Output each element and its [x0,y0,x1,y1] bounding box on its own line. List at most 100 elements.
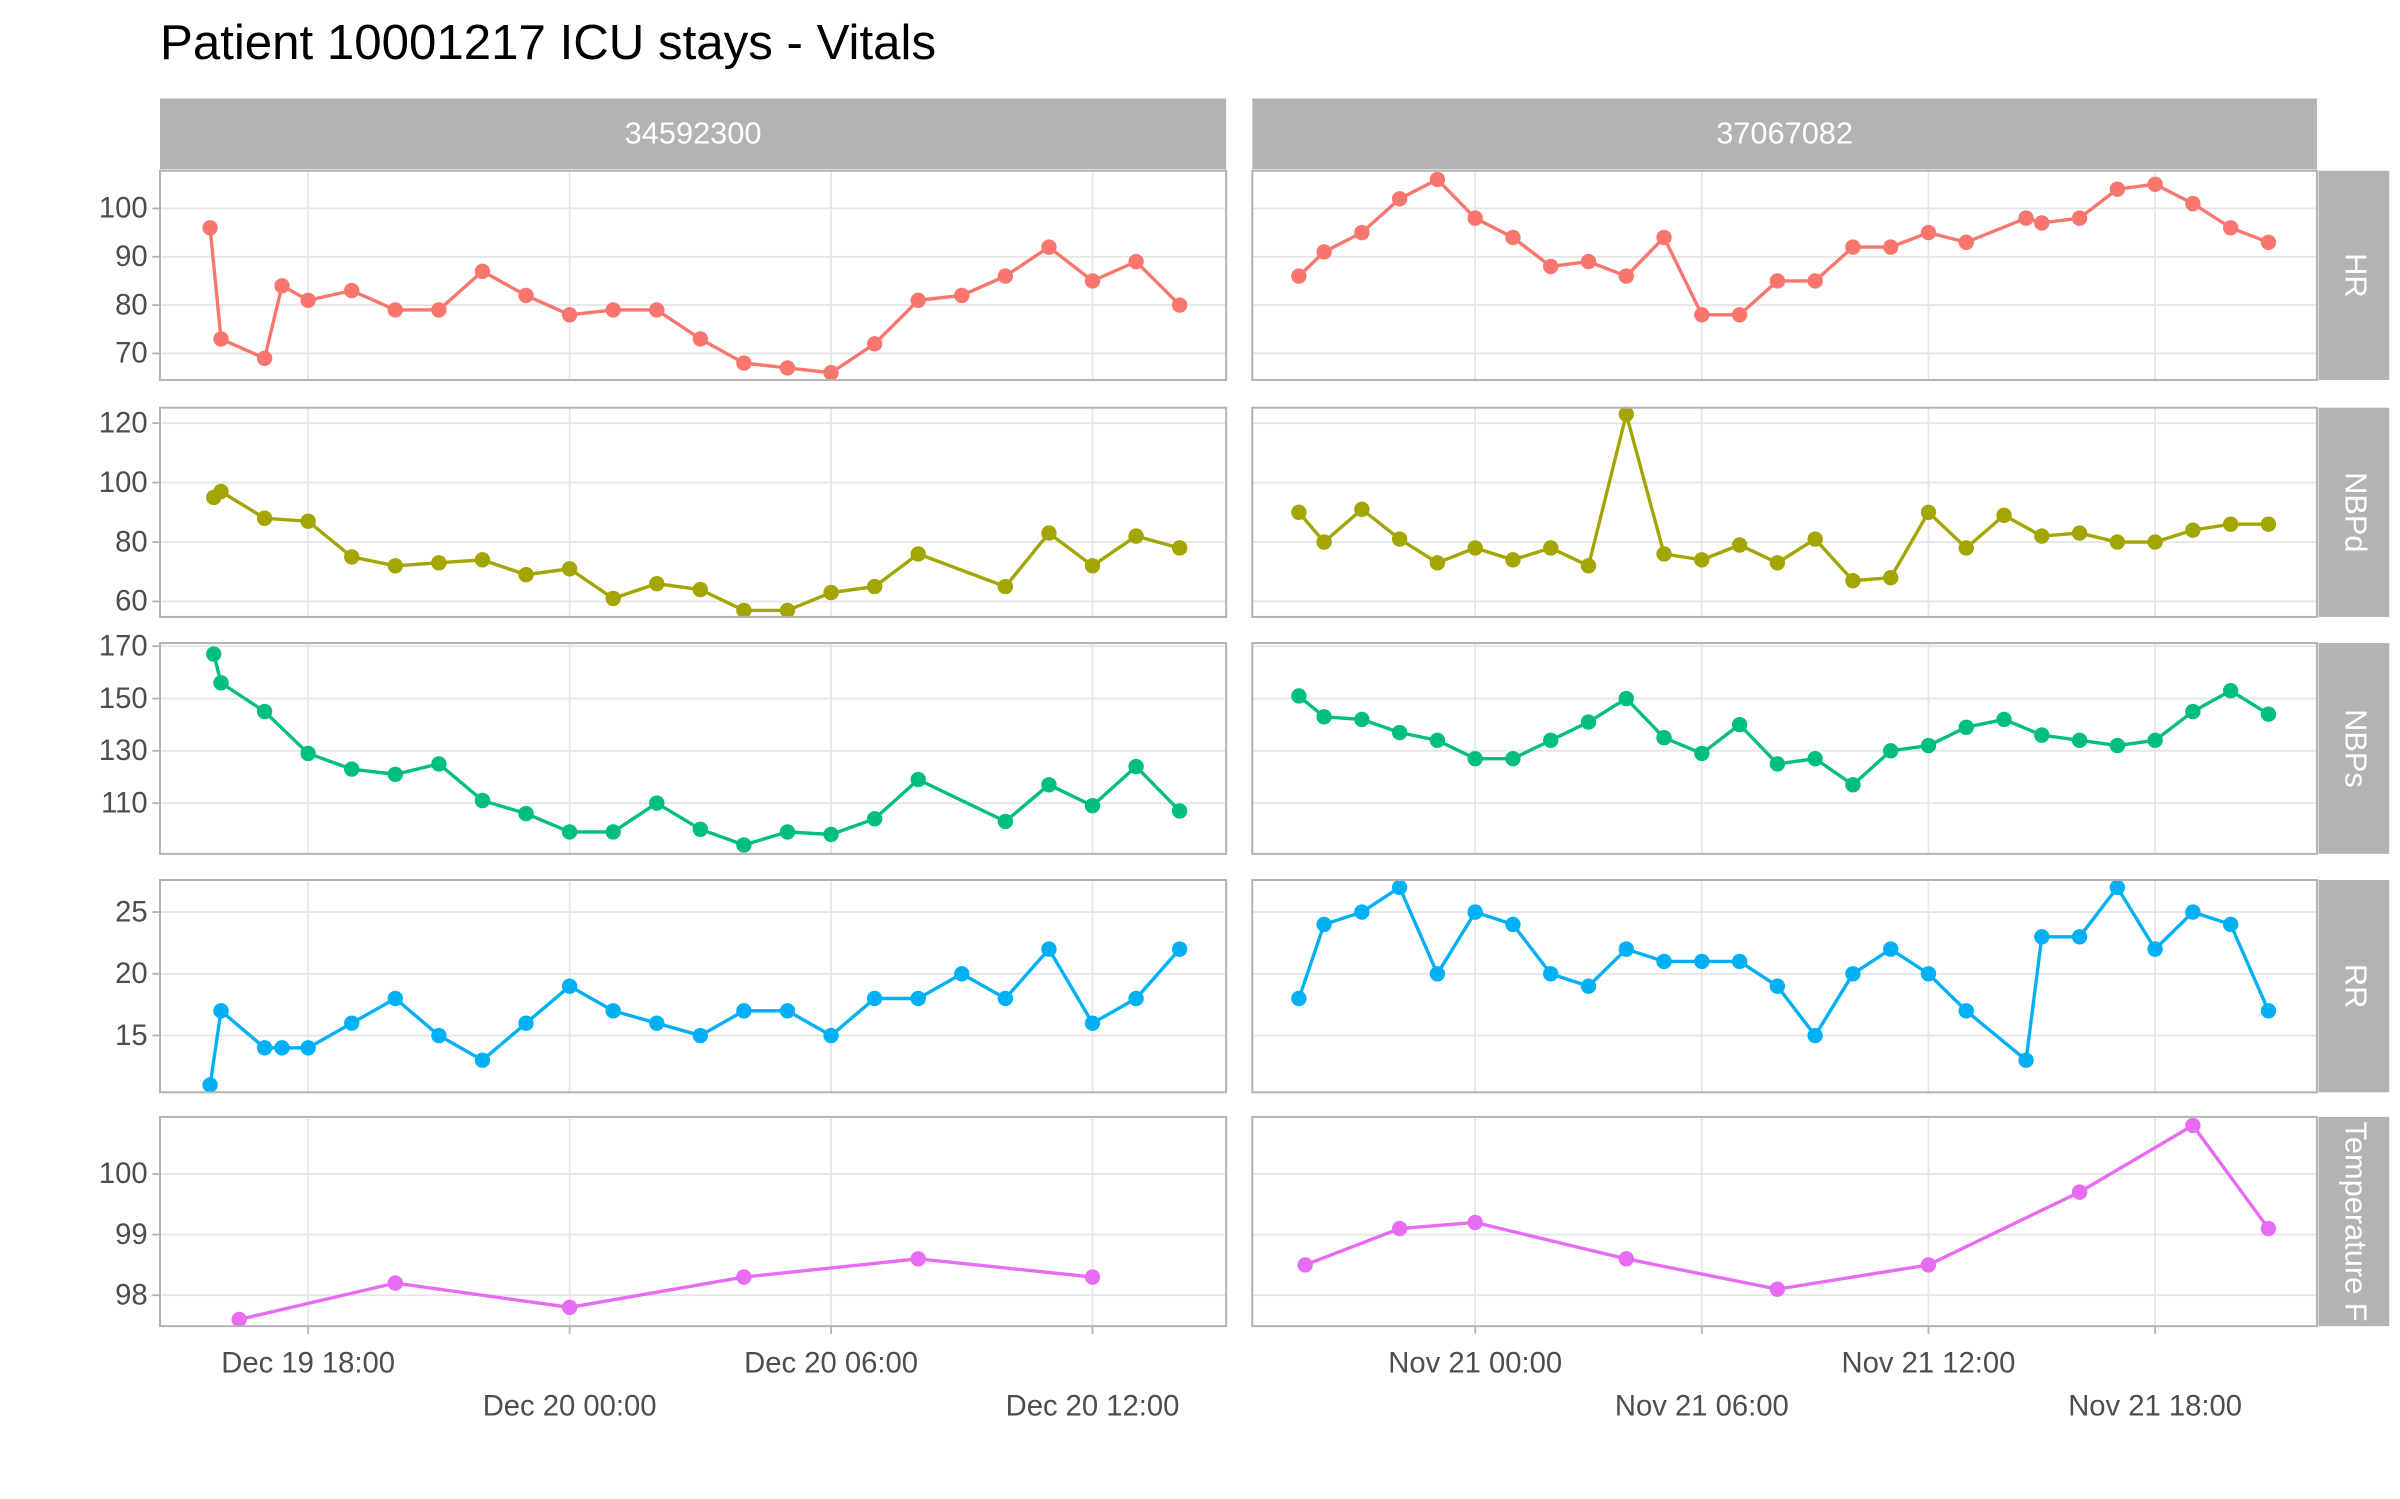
data-point [1543,966,1559,982]
data-point [692,821,709,837]
y-tick-label: 170 [99,630,148,662]
data-point [1656,730,1672,746]
data-point [1041,525,1057,541]
panel-border [159,1115,1228,1328]
data-point [256,1040,273,1056]
data-point [387,1275,404,1291]
panel-background [1252,170,2317,381]
data-point [1769,1281,1786,1297]
data-point [561,978,578,994]
data-point [1883,239,1899,255]
data-point [910,771,926,788]
data-point [1920,224,1937,241]
data-point [736,355,752,371]
data-point [2185,904,2201,920]
data-point [736,837,752,853]
data-point [823,584,839,601]
panel-background [160,880,1227,1093]
data-point [1920,737,1937,754]
data-point [1316,709,1332,725]
x-tick-label: Dec 20 12:00 [1006,1390,1180,1422]
data-point [2147,732,2163,749]
data-point [2109,737,2126,754]
data-point [910,990,926,1007]
data-point [274,278,290,294]
data-point [1429,966,1446,982]
data-point [2071,732,2088,749]
data-point [1467,210,1483,226]
data-point [1084,798,1101,814]
y-tick-label: 100 [99,1158,148,1190]
data-point [1958,234,1974,250]
data-point [736,1003,752,1019]
column-strip [160,98,1227,170]
data-point [1996,507,2012,523]
y-tick-label: 80 [115,526,148,558]
data-point [213,675,229,691]
data-point [2185,195,2201,212]
data-point [1291,990,1307,1007]
data-point [1316,534,1332,550]
data-point [300,292,316,308]
panel-border [159,879,1228,1094]
data-point [2071,929,2088,945]
panel-background [160,170,1227,381]
data-point [206,646,222,662]
data-point [300,513,316,529]
data-point [561,824,578,840]
data-point [1769,273,1786,289]
data-point [256,703,273,720]
y-tick-label: 110 [101,787,148,819]
data-point [2109,181,2126,197]
data-point [474,792,491,809]
row-strip [2318,1116,2390,1327]
data-point [1807,531,1823,547]
data-point [1920,504,1937,520]
panel-border [1251,1115,2318,1328]
data-point [1291,504,1307,520]
data-point [1467,540,1483,556]
data-point [518,567,534,583]
data-point [387,990,404,1007]
data-point [1128,253,1144,270]
y-tick-label: 15 [115,1020,148,1052]
data-point [344,1015,360,1031]
data-point [1883,570,1899,586]
data-point [1171,540,1188,556]
data-point [1171,297,1188,313]
y-tick-label: 98 [115,1279,148,1311]
data-point [2222,916,2239,933]
data-point [1694,745,1710,762]
data-point [561,307,578,323]
data-point [274,1040,290,1056]
data-point [1391,1220,1408,1237]
x-tick-label: Nov 21 18:00 [2068,1390,2242,1422]
data-point [1731,537,1748,553]
data-point [1467,750,1483,767]
y-tick-label: 120 [99,407,148,439]
data-point [1656,229,1672,246]
data-point [202,1077,218,1093]
y-tick-label: 20 [115,958,148,990]
data-point [213,1003,229,1019]
data-point [692,1027,709,1044]
series-group [1291,879,2277,1068]
data-point [1769,756,1786,772]
data-point [1391,724,1408,741]
data-point [779,1003,796,1019]
data-point [1580,978,1597,994]
data-point [779,360,796,376]
data-point [1769,555,1786,571]
data-point [2018,210,2034,226]
y-tick-label: 100 [99,467,148,499]
data-point [1731,307,1748,323]
data-point [344,761,360,777]
data-point [1958,719,1974,735]
panel-border [1251,169,2318,382]
data-point [2018,1052,2034,1068]
data-point [1084,273,1101,289]
data-point [1883,941,1899,957]
data-point [1731,716,1748,733]
